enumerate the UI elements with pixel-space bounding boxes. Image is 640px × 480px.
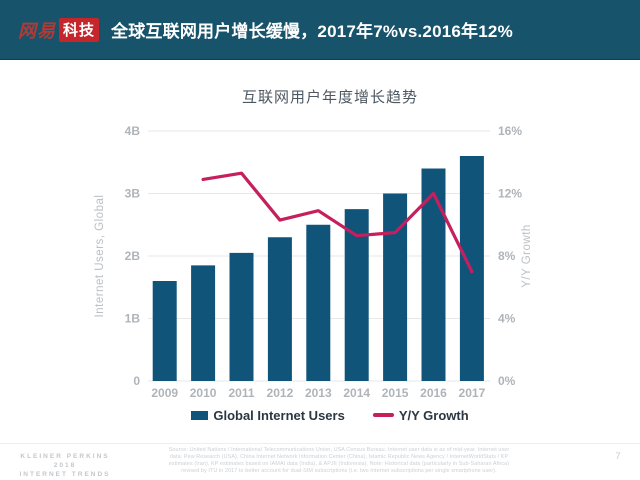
brand-line-1: KLEINER PERKINS: [20, 453, 110, 460]
netease-keji-badge: 科技: [59, 17, 100, 42]
header-bar: 网易 科技 全球互联网用户增长缓慢，2017年7%vs.2016年12%: [0, 0, 640, 60]
yy-growth-line: [201, 171, 474, 274]
right-axis-tick: 16%: [498, 124, 522, 138]
left-axis-tick: 2B: [125, 249, 141, 263]
bar-2015: [383, 193, 408, 381]
x-axis-tick: 2016: [420, 386, 447, 400]
x-axis-tick: 2012: [267, 386, 294, 400]
bar-swatch-icon: [191, 410, 209, 420]
slide-title: 全球互联网用户增长缓慢，2017年7%vs.2016年12%: [111, 22, 513, 41]
bar-2010: [191, 265, 216, 381]
netease-wangyi-wordmark: 网易: [18, 20, 56, 41]
source-note: Source: United Nations / International T…: [130, 447, 548, 475]
line-swatch-icon: [372, 413, 394, 417]
brand-line-3: INTERNET TRENDS: [19, 471, 111, 478]
left-axis-title: Internet Users, Global: [94, 195, 106, 318]
x-axis-tick: 2017: [459, 386, 486, 400]
x-axis-tick: 2015: [382, 386, 409, 400]
source-line: Source: United Nations / International T…: [168, 447, 510, 453]
left-axis-tick: 4B: [125, 124, 141, 138]
legend-label-users: Global Internet Users: [213, 407, 345, 423]
left-axis-tick: 1B: [125, 312, 141, 326]
left-axis-tick: 3B: [125, 187, 141, 201]
kleiner-perkins-brand: KLEINER PERKINS 2018 INTERNET TRENDS: [4, 452, 126, 479]
chart-legend: Global Internet Users Y/Y Growth: [20, 405, 640, 425]
legend-item-yy-growth[interactable]: Y/Y Growth: [372, 407, 469, 423]
bar-2011: [229, 252, 254, 381]
x-axis-tick: 2013: [305, 386, 332, 400]
bar-2009: [152, 281, 177, 381]
page-number: 7: [615, 451, 621, 461]
growth-chart: 0 0% 1B 4% 2B 8% 3B 12% 4B 16% 2009 2010 2011 2012 201…: [94, 124, 533, 400]
netease-logo[interactable]: 网易 科技: [18, 17, 100, 43]
x-axis-tick: 2009: [151, 386, 178, 400]
x-axis-tick: 2014: [343, 386, 370, 400]
right-axis-tick: 0%: [498, 374, 516, 388]
bar-2013: [306, 224, 331, 381]
source-line: estimates (Iran), KP estimates based on …: [168, 460, 510, 467]
x-axis-tick: 2011: [228, 386, 254, 400]
source-line: revised by ITU in 2017 to better account…: [181, 467, 497, 474]
bar-2012: [267, 237, 292, 381]
right-axis-tick: 12%: [498, 187, 522, 201]
right-axis-tick: 8%: [498, 249, 516, 263]
bar-2014: [344, 209, 369, 381]
left-axis-tick: 0: [133, 374, 140, 388]
right-axis-tick: 4%: [498, 312, 516, 326]
legend-label-growth: Y/Y Growth: [398, 407, 469, 423]
legend-item-global-internet-users[interactable]: Global Internet Users: [191, 407, 345, 423]
brand-line-2: 2018: [53, 462, 77, 469]
right-axis-title: Y/Y Growth: [521, 224, 533, 288]
source-line: data: Pew Research (USA), China Internet…: [169, 453, 509, 460]
footer-divider: [0, 443, 640, 444]
chart-title: 互联网用户年度增长趋势: [241, 89, 418, 106]
x-axis-tick: 2010: [190, 386, 217, 400]
